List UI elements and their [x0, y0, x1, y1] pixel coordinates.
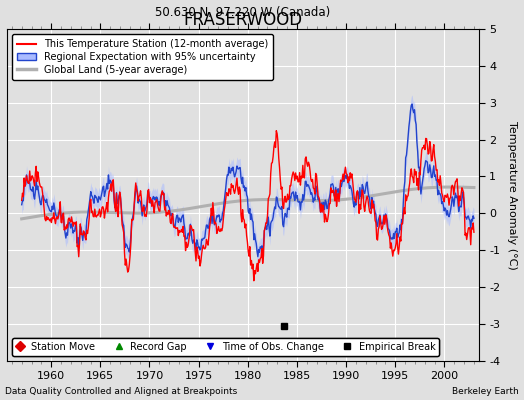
Legend: Station Move, Record Gap, Time of Obs. Change, Empirical Break: Station Move, Record Gap, Time of Obs. C… [12, 338, 440, 356]
Text: Data Quality Controlled and Aligned at Breakpoints: Data Quality Controlled and Aligned at B… [5, 387, 237, 396]
Text: Berkeley Earth: Berkeley Earth [452, 387, 519, 396]
Text: 50.630 N, 97.220 W (Canada): 50.630 N, 97.220 W (Canada) [155, 6, 331, 19]
Title: FRASERWOOD: FRASERWOOD [183, 11, 302, 29]
Y-axis label: Temperature Anomaly (°C): Temperature Anomaly (°C) [507, 120, 517, 269]
